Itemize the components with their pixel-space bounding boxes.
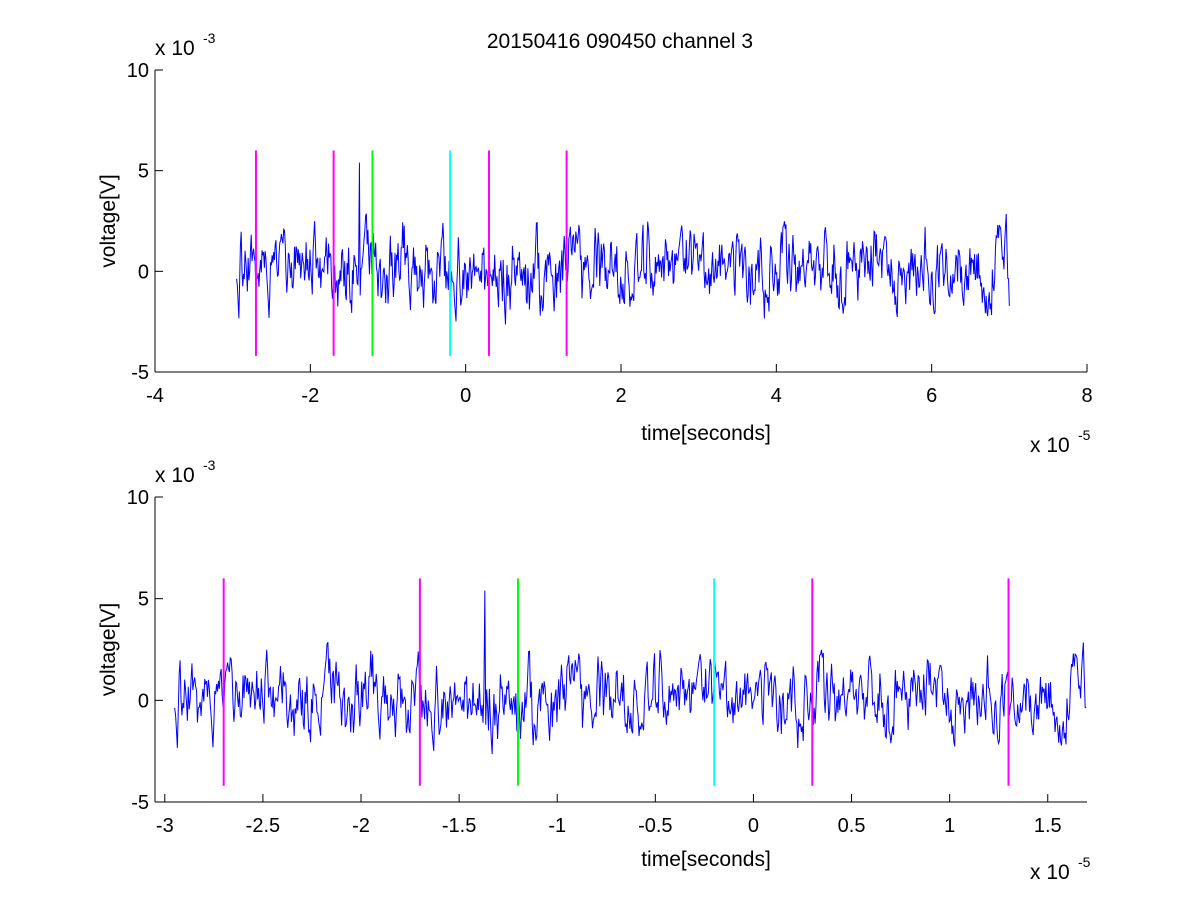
x-axis-label: time[seconds]	[641, 422, 771, 445]
x-tick-label: -4	[146, 385, 164, 407]
x-exponent-label: x 10	[1030, 434, 1070, 457]
x-tick-label: 1	[944, 815, 955, 837]
y-tick-label: 10	[127, 60, 149, 82]
y-tick-label: 5	[138, 161, 149, 183]
y-axis-label: voltage[V]	[97, 174, 120, 267]
y-exponent-power: -3	[203, 30, 216, 46]
x-tick-label: 8	[1081, 385, 1092, 407]
x-tick-label: -1	[548, 815, 566, 837]
top-plot: -4 -2 0 2 4 6 8 -5 0 5 10 time[seconds] voltage[V] x …	[97, 30, 1093, 457]
x-tick-label: -0.5	[638, 815, 672, 837]
signal-trace	[174, 590, 1087, 755]
x-tick-label: -2	[352, 815, 370, 837]
x-tick-label: -2	[301, 385, 319, 407]
x-tick-label: 0.5	[838, 815, 866, 837]
x-tick-label: 0	[460, 385, 471, 407]
y-tick-label: 0	[138, 261, 149, 283]
x-exponent-label: x 10	[1030, 861, 1070, 884]
x-tick-label: -3	[156, 815, 174, 837]
y-axis-label: voltage[V]	[97, 603, 120, 696]
y-tick-label: 0	[138, 690, 149, 712]
x-tick-label: 0	[748, 815, 759, 837]
x-tick-label: -1.5	[442, 815, 476, 837]
y-tick-label: 10	[127, 487, 149, 509]
x-axis-label: time[seconds]	[641, 848, 771, 871]
y-tick-label: 5	[138, 589, 149, 611]
x-tick-label: 2	[615, 385, 626, 407]
y-tick-label: -5	[131, 362, 149, 384]
figure-title: 20150416 090450 channel 3	[487, 30, 753, 53]
x-tick-label: 1.5	[1034, 815, 1062, 837]
signal-trace	[236, 162, 1010, 325]
y-exponent-power: -3	[203, 457, 216, 473]
y-tick-label: -5	[131, 792, 149, 814]
y-exponent-label: x 10	[155, 464, 195, 487]
bottom-plot: -3 -2.5 -2 -1.5 -1 -0.5 0 0.5 1 1.5 -5 0 5 10 time[sec…	[97, 457, 1091, 884]
x-tick-label: 6	[926, 385, 937, 407]
x-exponent-power: -5	[1078, 854, 1091, 870]
x-exponent-power: -5	[1078, 427, 1091, 443]
x-tick-label: 4	[771, 385, 782, 407]
x-tick-label: -2.5	[246, 815, 280, 837]
y-exponent-label: x 10	[155, 37, 195, 60]
